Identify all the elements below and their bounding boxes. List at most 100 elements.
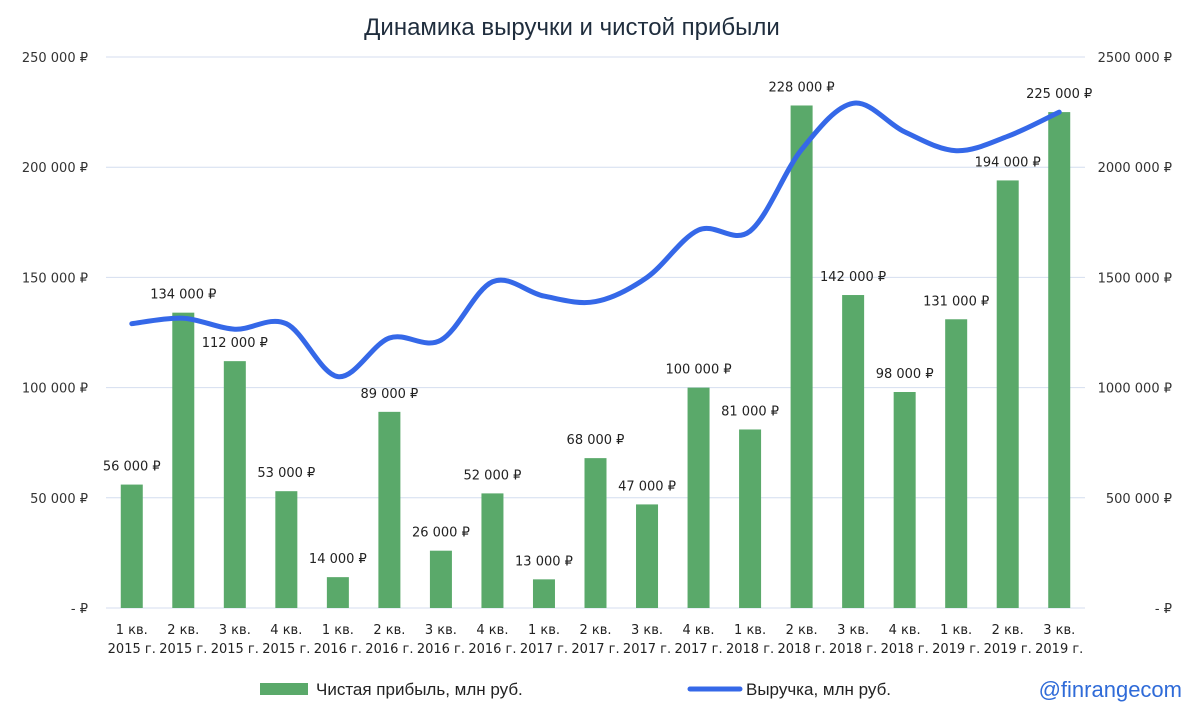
data-label: 14 000 ₽ bbox=[309, 552, 367, 567]
bar bbox=[842, 295, 865, 608]
y-axis-right: - ₽ 500 000 ₽ 1000 000 ₽ 1500 000 ₽ 2000 000… bbox=[1098, 51, 1172, 617]
y-axis-left: - ₽ 50 000 ₽ 100 000 ₽ 150 000 ₽ 200 000 ₽ 25… bbox=[22, 51, 88, 617]
x-tick-label: 2018 г. bbox=[778, 642, 826, 657]
bar bbox=[120, 484, 143, 608]
bar bbox=[429, 550, 452, 608]
x-tick-label: 2016 г. bbox=[468, 642, 516, 657]
x-tick-label: 2018 г. bbox=[726, 642, 774, 657]
y-right-tick-label: 500 000 ₽ bbox=[1106, 492, 1172, 507]
y-left-tick-label: 200 000 ₽ bbox=[22, 161, 88, 176]
x-tick-label: 1 кв. bbox=[322, 623, 354, 638]
y-left-tick-label: 150 000 ₽ bbox=[22, 271, 88, 286]
x-tick-label: 2 кв. bbox=[992, 623, 1024, 638]
bar bbox=[687, 387, 710, 608]
x-tick-label: 4 кв. bbox=[889, 623, 921, 638]
data-label: 134 000 ₽ bbox=[150, 288, 216, 303]
data-label: 68 000 ₽ bbox=[567, 433, 625, 448]
legend: Чистая прибыль, млн руб. Выручка, млн ру… bbox=[260, 680, 891, 699]
x-tick-label: 3 кв. bbox=[1043, 623, 1075, 638]
x-tick-label: 2019 г. bbox=[1035, 642, 1083, 657]
data-label: 142 000 ₽ bbox=[820, 270, 886, 285]
gridlines bbox=[106, 56, 1085, 609]
bar bbox=[481, 493, 504, 608]
x-tick-label: 3 кв. bbox=[219, 623, 251, 638]
data-label: 194 000 ₽ bbox=[975, 155, 1041, 170]
x-tick-label: 2015 г. bbox=[262, 642, 310, 657]
data-label: 56 000 ₽ bbox=[103, 460, 161, 475]
y-right-tick-label: 1500 000 ₽ bbox=[1098, 271, 1172, 286]
bar bbox=[893, 392, 916, 608]
x-tick-label: 2019 г. bbox=[932, 642, 980, 657]
legend-label-revenue: Выручка, млн руб. bbox=[746, 680, 891, 699]
x-tick-label: 2017 г. bbox=[623, 642, 671, 657]
x-tick-label: 2017 г. bbox=[520, 642, 568, 657]
bar bbox=[584, 458, 607, 608]
y-right-tick-label: - ₽ bbox=[1155, 602, 1172, 617]
y-left-tick-label: 250 000 ₽ bbox=[22, 51, 88, 66]
data-label: 52 000 ₽ bbox=[464, 468, 522, 483]
bar bbox=[945, 319, 968, 608]
data-label: 98 000 ₽ bbox=[876, 367, 934, 382]
x-tick-label: 2015 г. bbox=[108, 642, 156, 657]
bar bbox=[996, 180, 1019, 608]
x-tick-label: 2 кв. bbox=[579, 623, 611, 638]
x-tick-label: 1 кв. bbox=[528, 623, 560, 638]
bar bbox=[172, 312, 195, 608]
data-label: 13 000 ₽ bbox=[515, 554, 573, 569]
data-label: 26 000 ₽ bbox=[412, 526, 470, 541]
x-tick-label: 1 кв. bbox=[940, 623, 972, 638]
watermark: @finrangecom bbox=[1039, 677, 1182, 702]
x-tick-label: 4 кв. bbox=[476, 623, 508, 638]
x-tick-label: 2015 г. bbox=[211, 642, 259, 657]
bar bbox=[1048, 112, 1071, 608]
x-tick-label: 2017 г. bbox=[674, 642, 722, 657]
legend-swatch-profit bbox=[260, 683, 308, 695]
x-tick-label: 3 кв. bbox=[837, 623, 869, 638]
x-tick-label: 2016 г. bbox=[365, 642, 413, 657]
chart-title: Динамика выручки и чистой прибыли bbox=[364, 14, 780, 41]
legend-label-profit: Чистая прибыль, млн руб. bbox=[316, 680, 523, 699]
data-label: 53 000 ₽ bbox=[257, 466, 315, 481]
y-left-tick-label: 50 000 ₽ bbox=[30, 492, 88, 507]
x-tick-label: 1 кв. bbox=[734, 623, 766, 638]
x-axis: 1 кв. 2015 г. 2 кв. 2015 г. 3 кв. 2015 г. 4 кв… bbox=[108, 623, 1084, 657]
data-label: 89 000 ₽ bbox=[360, 387, 418, 402]
x-tick-label: 4 кв. bbox=[270, 623, 302, 638]
x-tick-label: 1 кв. bbox=[116, 623, 148, 638]
bar bbox=[532, 579, 555, 608]
bar bbox=[223, 361, 246, 608]
y-right-tick-label: 2500 000 ₽ bbox=[1098, 51, 1172, 66]
data-label: 228 000 ₽ bbox=[769, 80, 835, 95]
data-label: 131 000 ₽ bbox=[923, 294, 989, 309]
data-label: 225 000 ₽ bbox=[1026, 87, 1092, 102]
x-tick-label: 2 кв. bbox=[786, 623, 818, 638]
line-series bbox=[129, 100, 1062, 380]
x-tick-label: 2018 г. bbox=[881, 642, 929, 657]
x-tick-label: 2019 г. bbox=[984, 642, 1032, 657]
y-right-tick-label: 1000 000 ₽ bbox=[1098, 382, 1172, 397]
x-tick-label: 2 кв. bbox=[373, 623, 405, 638]
y-left-tick-label: 100 000 ₽ bbox=[22, 382, 88, 397]
x-tick-label: 2015 г. bbox=[159, 642, 207, 657]
bar bbox=[790, 105, 813, 608]
data-label: 112 000 ₽ bbox=[202, 336, 268, 351]
x-tick-label: 2 кв. bbox=[167, 623, 199, 638]
bar bbox=[739, 429, 762, 608]
y-left-tick-label: - ₽ bbox=[71, 602, 88, 617]
bar bbox=[275, 491, 298, 608]
data-label: 81 000 ₽ bbox=[721, 404, 779, 419]
bar bbox=[378, 411, 401, 608]
x-tick-label: 2017 г. bbox=[571, 642, 619, 657]
bar bbox=[636, 504, 659, 608]
data-label: 47 000 ₽ bbox=[618, 479, 676, 494]
x-tick-label: 2018 г. bbox=[829, 642, 877, 657]
bar bbox=[326, 577, 349, 608]
x-tick-label: 3 кв. bbox=[631, 623, 663, 638]
data-labels: 56 000 ₽ 134 000 ₽ 112 000 ₽ 53 000 ₽ 14 000… bbox=[103, 80, 1093, 569]
x-tick-label: 2016 г. bbox=[417, 642, 465, 657]
y-right-tick-label: 2000 000 ₽ bbox=[1098, 161, 1172, 176]
x-tick-label: 2016 г. bbox=[314, 642, 362, 657]
x-tick-label: 4 кв. bbox=[683, 623, 715, 638]
x-tick-label: 3 кв. bbox=[425, 623, 457, 638]
